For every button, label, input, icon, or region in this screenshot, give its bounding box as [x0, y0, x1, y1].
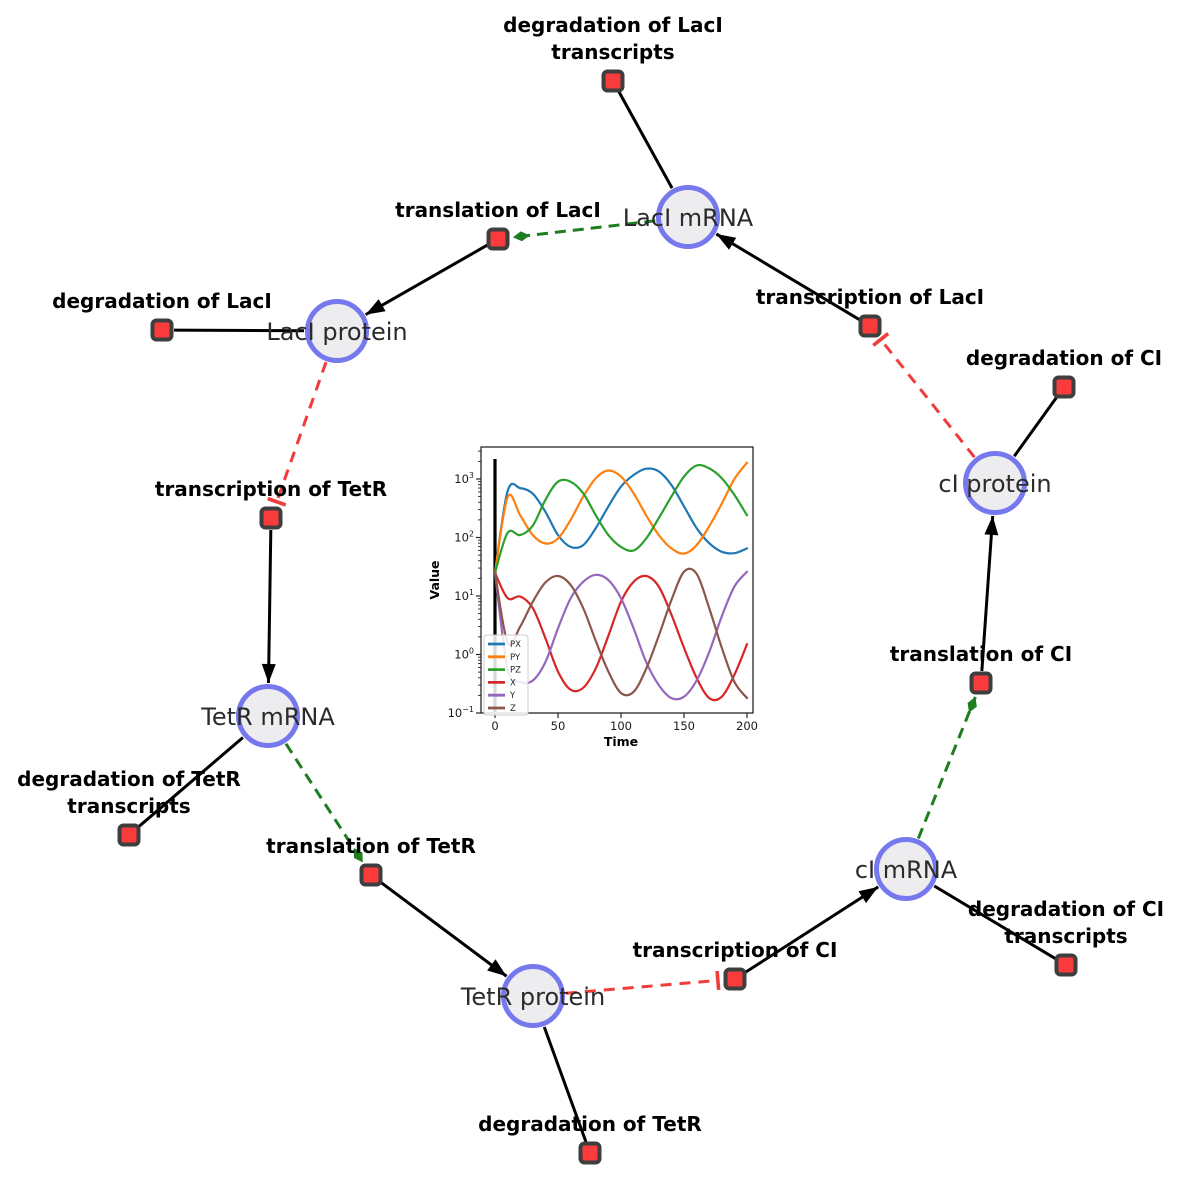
- species-node-tetR_mRNA[interactable]: [236, 684, 300, 748]
- series-PY: [493, 461, 749, 574]
- x-tick-label: 200: [736, 719, 758, 733]
- reaction-label-deg_tetR: degradation of TetR: [478, 1111, 702, 1138]
- species-label-cI_protein: cI protein: [938, 470, 1052, 498]
- edge-production-tl_tetR-tetR_protein[interactable]: [379, 880, 508, 978]
- reaction-label-line: translation of LacI: [395, 198, 601, 222]
- species-node-cI_mRNA[interactable]: [874, 837, 938, 901]
- x-tick-label: 0: [491, 719, 498, 733]
- series-PZ: [493, 463, 749, 574]
- species-label-cI_mRNA: cI mRNA: [854, 856, 958, 884]
- edge-inhibition-tetR_protein-tx_cI[interactable]: [565, 970, 721, 995]
- edge-catalysis-lacI_mRNA-tl_lacI[interactable]: [512, 219, 656, 242]
- species-node-lacI_protein[interactable]: [305, 299, 369, 363]
- y-tick-label: 10−1: [448, 705, 474, 720]
- edge-production-tx_tetR-tetR_mRNA[interactable]: [261, 529, 276, 684]
- reaction-label-line: degradation of CI: [967, 897, 1165, 921]
- species-node-tetR_protein[interactable]: [501, 964, 565, 1028]
- edge-catalysis-tetR_mRNA-tl_tetR[interactable]: [284, 742, 365, 864]
- edge-consumption-tetR_protein-deg_tetR[interactable]: [542, 1026, 588, 1143]
- edge-consumption-cI_protein-deg_cI[interactable]: [1013, 395, 1059, 458]
- reaction-label-tx_lacI: transcription of LacI: [756, 284, 984, 311]
- edge-consumption-tetR_mRNA-deg_tetR_tx[interactable]: [137, 736, 244, 829]
- reaction-label-line: degradation of TetR: [17, 767, 241, 791]
- x-axis-title: Time: [604, 734, 638, 749]
- reaction-label-line: degradation of CI: [965, 346, 1163, 370]
- legend-label: Y: [509, 691, 516, 701]
- edge-inhibition-cI_protein-tx_lacI[interactable]: [872, 332, 976, 459]
- edge-production-tl_lacI-lacI_protein[interactable]: [364, 243, 489, 316]
- y-tick-label: 100: [454, 647, 474, 662]
- reaction-node-deg_tetR[interactable]: [578, 1141, 602, 1165]
- reaction-node-deg_tetR_tx[interactable]: [117, 823, 141, 847]
- species-label-tetR_mRNA: TetR mRNA: [201, 703, 335, 731]
- reaction-label-line: translation of TetR: [266, 834, 476, 858]
- y-axis-title: Value: [427, 560, 442, 599]
- reaction-node-tl_tetR[interactable]: [359, 863, 383, 887]
- plot-legend: PX PY PZ XYZ: [483, 634, 529, 716]
- reaction-label-deg_cI: degradation of CI: [966, 345, 1162, 372]
- edge-catalysis-cI_mRNA-tl_cI[interactable]: [916, 696, 977, 839]
- edge-consumption-lacI_mRNA-deg_lacI_tx[interactable]: [617, 90, 674, 189]
- edge-consumption-lacI_protein-deg_lacI[interactable]: [173, 328, 305, 333]
- reaction-label-line: transcription of LacI: [755, 285, 985, 309]
- legend-label: X: [510, 678, 516, 688]
- reaction-node-deg_cI_tx[interactable]: [1054, 953, 1078, 977]
- legend-label: Z: [510, 704, 516, 714]
- reaction-node-tl_cI[interactable]: [969, 671, 993, 695]
- reaction-label-line: transcripts: [1004, 924, 1128, 948]
- reaction-node-deg_cI[interactable]: [1052, 375, 1076, 399]
- edge-production-tx_cI-cI_mRNA[interactable]: [744, 885, 880, 974]
- x-tick-label: 150: [673, 719, 695, 733]
- reaction-label-line: degradation of LacI: [503, 13, 723, 37]
- edge-inhibition-lacI_protein-tx_tetR[interactable]: [267, 361, 328, 507]
- edge-consumption-cI_mRNA-deg_cI_tx[interactable]: [933, 884, 1057, 961]
- reaction-label-tx_tetR: transcription of TetR: [155, 476, 387, 503]
- reaction-node-tl_lacI[interactable]: [486, 227, 510, 251]
- x-tick-label: 100: [610, 719, 632, 733]
- reaction-label-deg_lacI_tx: degradation of LacI transcripts: [503, 12, 723, 66]
- reaction-label-deg_cI_tx: degradation of CI transcripts: [968, 896, 1164, 950]
- reaction-label-line: transcription of TetR: [154, 477, 388, 501]
- reaction-label-line: degradation of TetR: [478, 1112, 702, 1136]
- reaction-label-tl_lacI: translation of LacI: [395, 197, 601, 224]
- reaction-label-line: degradation of LacI: [52, 289, 272, 313]
- edge-production-tx_lacI-lacI_mRNA[interactable]: [715, 232, 861, 322]
- reaction-label-tx_cI: transcription of CI: [633, 937, 838, 964]
- reaction-label-tl_cI: translation of CI: [890, 641, 1072, 668]
- reaction-label-line: transcripts: [551, 40, 675, 64]
- reaction-label-tl_tetR: translation of TetR: [266, 833, 476, 860]
- species-label-lacI_protein: LacI protein: [266, 318, 408, 346]
- y-tick-label: 102: [454, 530, 474, 545]
- y-tick-label: 103: [454, 471, 474, 486]
- legend-label: PX: [510, 640, 521, 650]
- reaction-node-tx_tetR[interactable]: [259, 506, 283, 530]
- reaction-label-line: transcripts: [67, 794, 191, 818]
- series-Y: [493, 570, 749, 701]
- reaction-node-deg_lacI[interactable]: [150, 318, 174, 342]
- reaction-node-tx_lacI[interactable]: [858, 314, 882, 338]
- species-label-tetR_protein: TetR protein: [460, 983, 606, 1011]
- legend-label: PY: [510, 653, 521, 663]
- edge-production-tl_cI-cI_protein[interactable]: [980, 515, 999, 672]
- plot-curves: [493, 461, 749, 702]
- series-Z: [493, 567, 749, 700]
- reaction-node-tx_cI[interactable]: [723, 967, 747, 991]
- y-tick-label: 101: [454, 588, 474, 603]
- reaction-label-line: translation of CI: [889, 642, 1073, 666]
- reaction-label-line: transcription of CI: [632, 938, 838, 962]
- species-node-cI_protein[interactable]: [963, 451, 1027, 515]
- species-label-lacI_mRNA: LacI mRNA: [622, 204, 754, 232]
- species-node-lacI_mRNA[interactable]: [656, 185, 720, 249]
- legend-label: PZ: [510, 666, 521, 676]
- reaction-label-deg_tetR_tx: degradation of TetR transcripts: [17, 766, 241, 820]
- reaction-node-deg_lacI_tx[interactable]: [601, 69, 625, 93]
- x-tick-label: 50: [551, 719, 566, 733]
- reaction-label-deg_lacI: degradation of LacI: [52, 288, 272, 315]
- series-X: [493, 571, 749, 702]
- series-PX: [493, 467, 749, 574]
